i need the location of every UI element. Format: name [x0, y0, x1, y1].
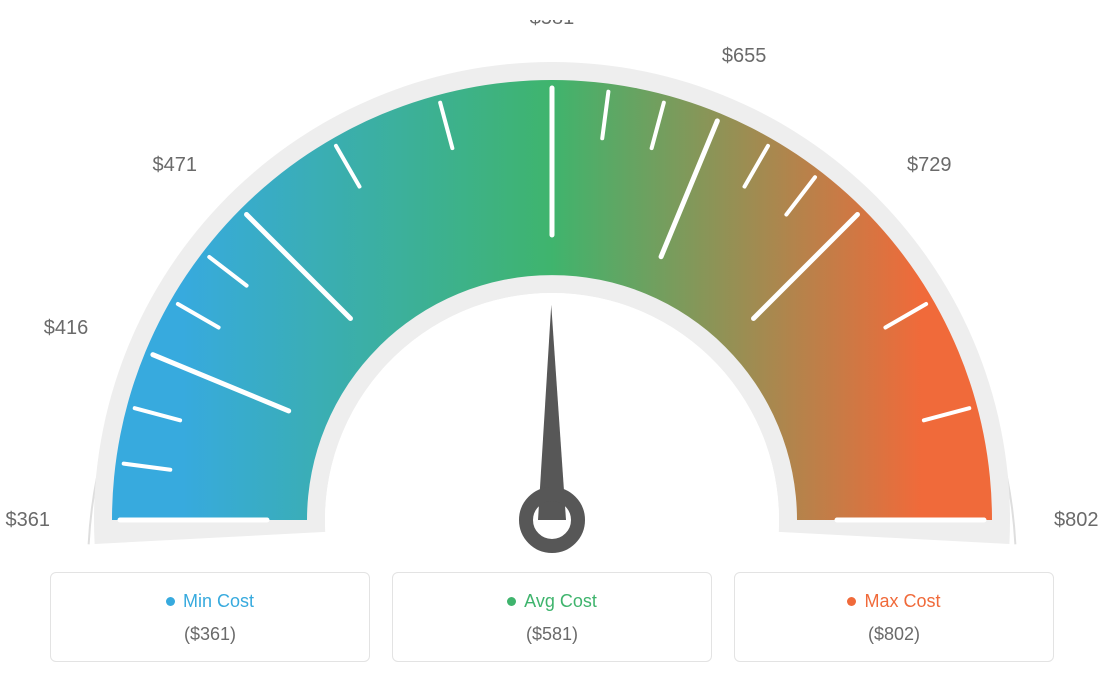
legend-title-min: Min Cost [166, 591, 254, 612]
legend-value-max: ($802) [745, 624, 1043, 645]
legend-dot-min [166, 597, 175, 606]
legend-title-max: Max Cost [847, 591, 940, 612]
svg-text:$581: $581 [530, 20, 575, 29]
legend-label-min: Min Cost [183, 591, 254, 612]
legend-dot-max [847, 597, 856, 606]
svg-text:$471: $471 [153, 154, 198, 176]
legend-value-avg: ($581) [403, 624, 701, 645]
legend-card-max: Max Cost ($802) [734, 572, 1054, 662]
legend-label-avg: Avg Cost [524, 591, 597, 612]
gauge-chart: $361 $416 $471 $581 $655 $729 $802 [0, 0, 1104, 560]
legend-card-min: Min Cost ($361) [50, 572, 370, 662]
legend-card-avg: Avg Cost ($581) [392, 572, 712, 662]
svg-text:$729: $729 [907, 154, 952, 176]
legend-dot-avg [507, 597, 516, 606]
gauge-svg: $361 $416 $471 $581 $655 $729 $802 [0, 20, 1104, 580]
svg-text:$655: $655 [722, 45, 767, 67]
svg-text:$361: $361 [6, 509, 51, 531]
legend-label-max: Max Cost [864, 591, 940, 612]
legend-row: Min Cost ($361) Avg Cost ($581) Max Cost… [50, 572, 1054, 662]
legend-title-avg: Avg Cost [507, 591, 597, 612]
svg-text:$416: $416 [44, 317, 89, 339]
svg-text:$802: $802 [1054, 509, 1099, 531]
legend-value-min: ($361) [61, 624, 359, 645]
